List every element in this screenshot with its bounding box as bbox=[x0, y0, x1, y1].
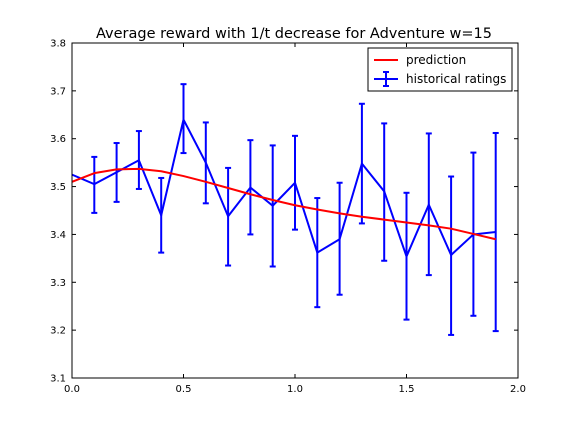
historical-ratings-point bbox=[161, 215, 162, 216]
historical-ratings-point bbox=[295, 182, 296, 183]
y-tick-label: 3.3 bbox=[50, 278, 66, 289]
y-tick-label: 3.7 bbox=[50, 86, 66, 97]
legend-prediction-label: prediction bbox=[406, 53, 466, 67]
x-tick-label: 0.5 bbox=[176, 384, 192, 395]
y-tick-label: 3.2 bbox=[50, 326, 66, 337]
historical-ratings-point bbox=[205, 162, 206, 163]
historical-ratings-point bbox=[138, 160, 139, 161]
historical-ratings-point bbox=[183, 119, 184, 120]
plot-layer bbox=[72, 84, 499, 335]
historical-ratings-point bbox=[272, 205, 273, 206]
legend-historical-label: historical ratings bbox=[406, 72, 506, 86]
historical-ratings-point bbox=[384, 191, 385, 192]
y-tick-label: 3.6 bbox=[50, 134, 66, 145]
historical-ratings-point bbox=[228, 216, 229, 217]
y-tick-label: 3.1 bbox=[50, 374, 66, 385]
y-tick-label: 3.4 bbox=[50, 230, 66, 241]
historical-ratings-point bbox=[406, 256, 407, 257]
historical-ratings-point bbox=[116, 172, 117, 173]
legend: prediction historical ratings bbox=[368, 48, 512, 91]
y-tick-label: 3.5 bbox=[50, 182, 66, 193]
historical-ratings-point bbox=[339, 239, 340, 240]
historical-ratings-point bbox=[317, 252, 318, 253]
historical-ratings-point bbox=[250, 187, 251, 188]
y-tick-label: 3.8 bbox=[50, 39, 66, 50]
historical-ratings-point bbox=[495, 232, 496, 233]
historical-ratings-point bbox=[428, 204, 429, 205]
chart-title: Average reward with 1/t decrease for Adv… bbox=[96, 26, 492, 42]
prediction-line bbox=[72, 169, 496, 239]
historical-ratings-point bbox=[361, 163, 362, 164]
x-tick-label: 2.0 bbox=[510, 384, 526, 395]
historical-ratings-point bbox=[94, 184, 95, 185]
historical-ratings-line bbox=[72, 120, 496, 257]
x-tick-label: 1.0 bbox=[287, 384, 303, 395]
x-tick-label: 0.0 bbox=[64, 384, 80, 395]
historical-ratings-point bbox=[451, 255, 452, 256]
x-tick-label: 1.5 bbox=[399, 384, 415, 395]
